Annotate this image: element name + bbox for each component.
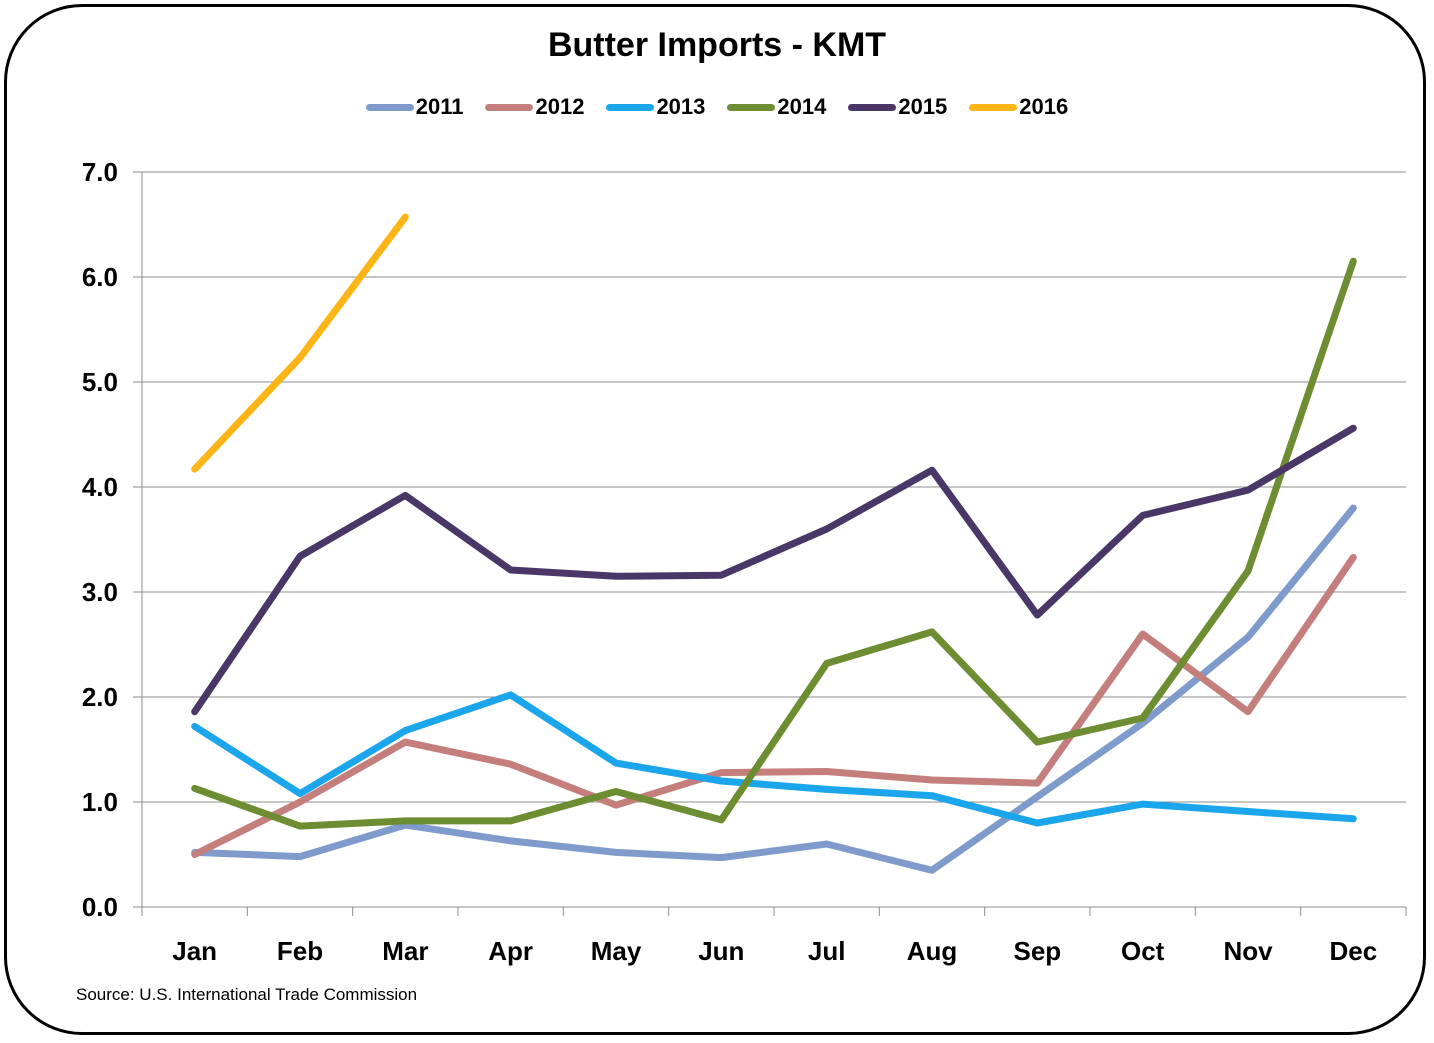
chart-title: Butter Imports - KMT xyxy=(547,26,887,64)
x-tick-label: Dec xyxy=(1329,936,1377,966)
legend-swatch xyxy=(848,103,897,111)
legend-item-2012: 2012 xyxy=(485,94,584,120)
legend-item-2015: 2015 xyxy=(848,94,947,120)
x-tick-label: Jul xyxy=(808,936,846,966)
y-tick-label: 3.0 xyxy=(82,577,118,607)
legend-swatch xyxy=(606,103,655,111)
y-tick-label: 5.0 xyxy=(82,367,118,397)
x-tick-label: Apr xyxy=(488,936,533,966)
legend-item-2016: 2016 xyxy=(969,94,1068,120)
x-tick-label: Sep xyxy=(1013,936,1061,966)
legend-item-2013: 2013 xyxy=(606,94,705,120)
x-tick-label: Jun xyxy=(698,936,744,966)
legend-label: 2014 xyxy=(777,94,827,119)
chart-frame xyxy=(4,4,1426,1035)
legend-item-2011: 2011 xyxy=(365,94,464,120)
y-tick-label: 7.0 xyxy=(82,157,118,187)
series-line-2011 xyxy=(191,504,1357,874)
source-note: Source: U.S. International Trade Commiss… xyxy=(76,985,418,1004)
legend-label: 2016 xyxy=(1019,94,1069,119)
y-tick-label: 0.0 xyxy=(82,892,118,922)
y-tick-label: 2.0 xyxy=(82,682,118,712)
legend-swatch xyxy=(485,103,534,111)
legend-swatch xyxy=(969,103,1018,111)
x-tick-label: Feb xyxy=(277,936,323,966)
series-line-2015 xyxy=(191,424,1357,716)
legend-label: 2013 xyxy=(656,94,706,119)
x-tick-label: Aug xyxy=(907,936,958,966)
series-line-2013 xyxy=(191,691,1357,827)
series-line-2016 xyxy=(191,213,409,473)
x-tick-label: Oct xyxy=(1121,936,1165,966)
legend-label: 2015 xyxy=(898,94,948,119)
series-line-2014 xyxy=(191,257,1357,830)
legend-swatch xyxy=(365,103,414,111)
y-tick-label: 1.0 xyxy=(82,787,118,817)
legend-item-2014: 2014 xyxy=(727,94,826,120)
legend-swatch xyxy=(727,103,776,111)
y-tick-label: 6.0 xyxy=(82,262,118,292)
y-tick-label: 4.0 xyxy=(82,472,118,502)
x-tick-label: Mar xyxy=(382,936,428,966)
x-tick-label: Nov xyxy=(1223,936,1273,966)
legend-label: 2011 xyxy=(415,94,464,119)
legend: 2011 2012 2013 2014 2015 2016 xyxy=(0,94,1434,120)
x-tick-label: May xyxy=(591,936,642,966)
x-tick-label: Jan xyxy=(172,936,217,966)
series-line-2012 xyxy=(191,553,1357,858)
legend-label: 2012 xyxy=(535,94,585,119)
